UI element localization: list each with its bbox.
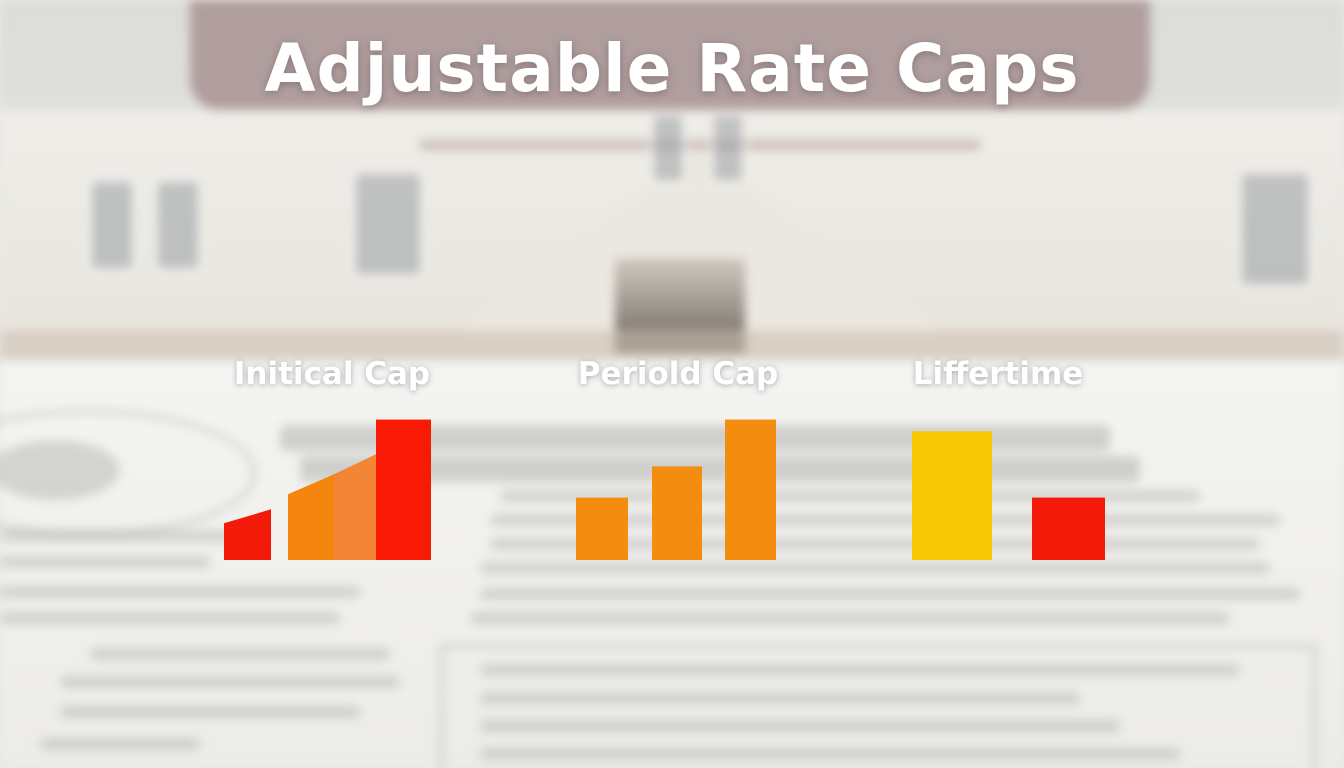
bar-initial-cap-1	[224, 509, 271, 560]
bar-initial-cap-4	[376, 419, 431, 560]
bar-periodic-cap-3	[725, 419, 776, 560]
bar-periodic-cap-2	[652, 466, 702, 560]
bar-initial-cap-3	[334, 454, 376, 560]
bar-periodic-cap-1	[576, 497, 628, 560]
page-title: Adjustable Rate Caps	[264, 30, 1080, 107]
bar-initial-cap-2	[288, 474, 334, 560]
group-label-lifetime-cap: Liffertime	[912, 356, 1084, 392]
bar-lifetime-cap-2	[1032, 497, 1105, 560]
bar-lifetime-cap-1	[912, 431, 992, 560]
group-label-initial-cap: Initical Cap	[233, 356, 431, 392]
group-label-periodic-cap: Periold Cap	[577, 356, 779, 392]
